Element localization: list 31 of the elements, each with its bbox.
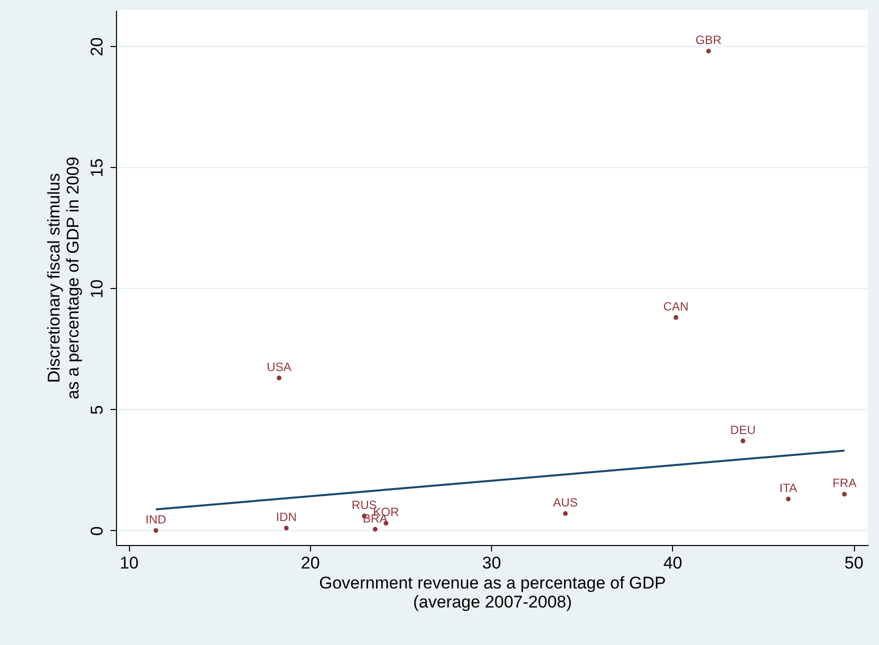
annotation: IND: [146, 512, 167, 526]
annotation: ITA: [779, 481, 798, 496]
annotation: USA: [266, 360, 292, 374]
x-tick-label: 20: [300, 554, 320, 572]
point: [786, 496, 791, 502]
y-tick-label: 0: [88, 526, 106, 536]
point: [372, 526, 378, 532]
annotation: AUS: [553, 496, 578, 510]
y-tick-label: 10: [88, 279, 106, 298]
point: [284, 526, 289, 530]
x-axis-title: Government revenue as a percentage of GDP (average 2007-2008): [319, 574, 666, 612]
x-tick-label: 10: [120, 554, 139, 572]
point: [706, 48, 711, 54]
annotation: DEU: [730, 422, 756, 437]
point: [842, 492, 847, 497]
annotation: IDN: [276, 510, 297, 524]
x-tick-label: 40: [663, 554, 682, 572]
y-tick-label: 15: [88, 158, 106, 178]
y-tick-label: 5: [88, 405, 106, 415]
point: [740, 438, 746, 444]
y-axis-title: Discretionary fiscal stimulus as a percentage of GDP in 2009: [44, 156, 82, 400]
point: [674, 315, 678, 320]
annotation: CAN: [663, 299, 689, 314]
annotation: FRA: [832, 476, 856, 490]
point: [563, 511, 568, 516]
x-tick-label: 30: [482, 554, 502, 572]
point: [276, 376, 282, 380]
point: [154, 528, 158, 533]
y-tick-label: 20: [88, 37, 106, 56]
annotation: GBR: [696, 33, 722, 48]
x-tick-label: 50: [844, 554, 864, 572]
